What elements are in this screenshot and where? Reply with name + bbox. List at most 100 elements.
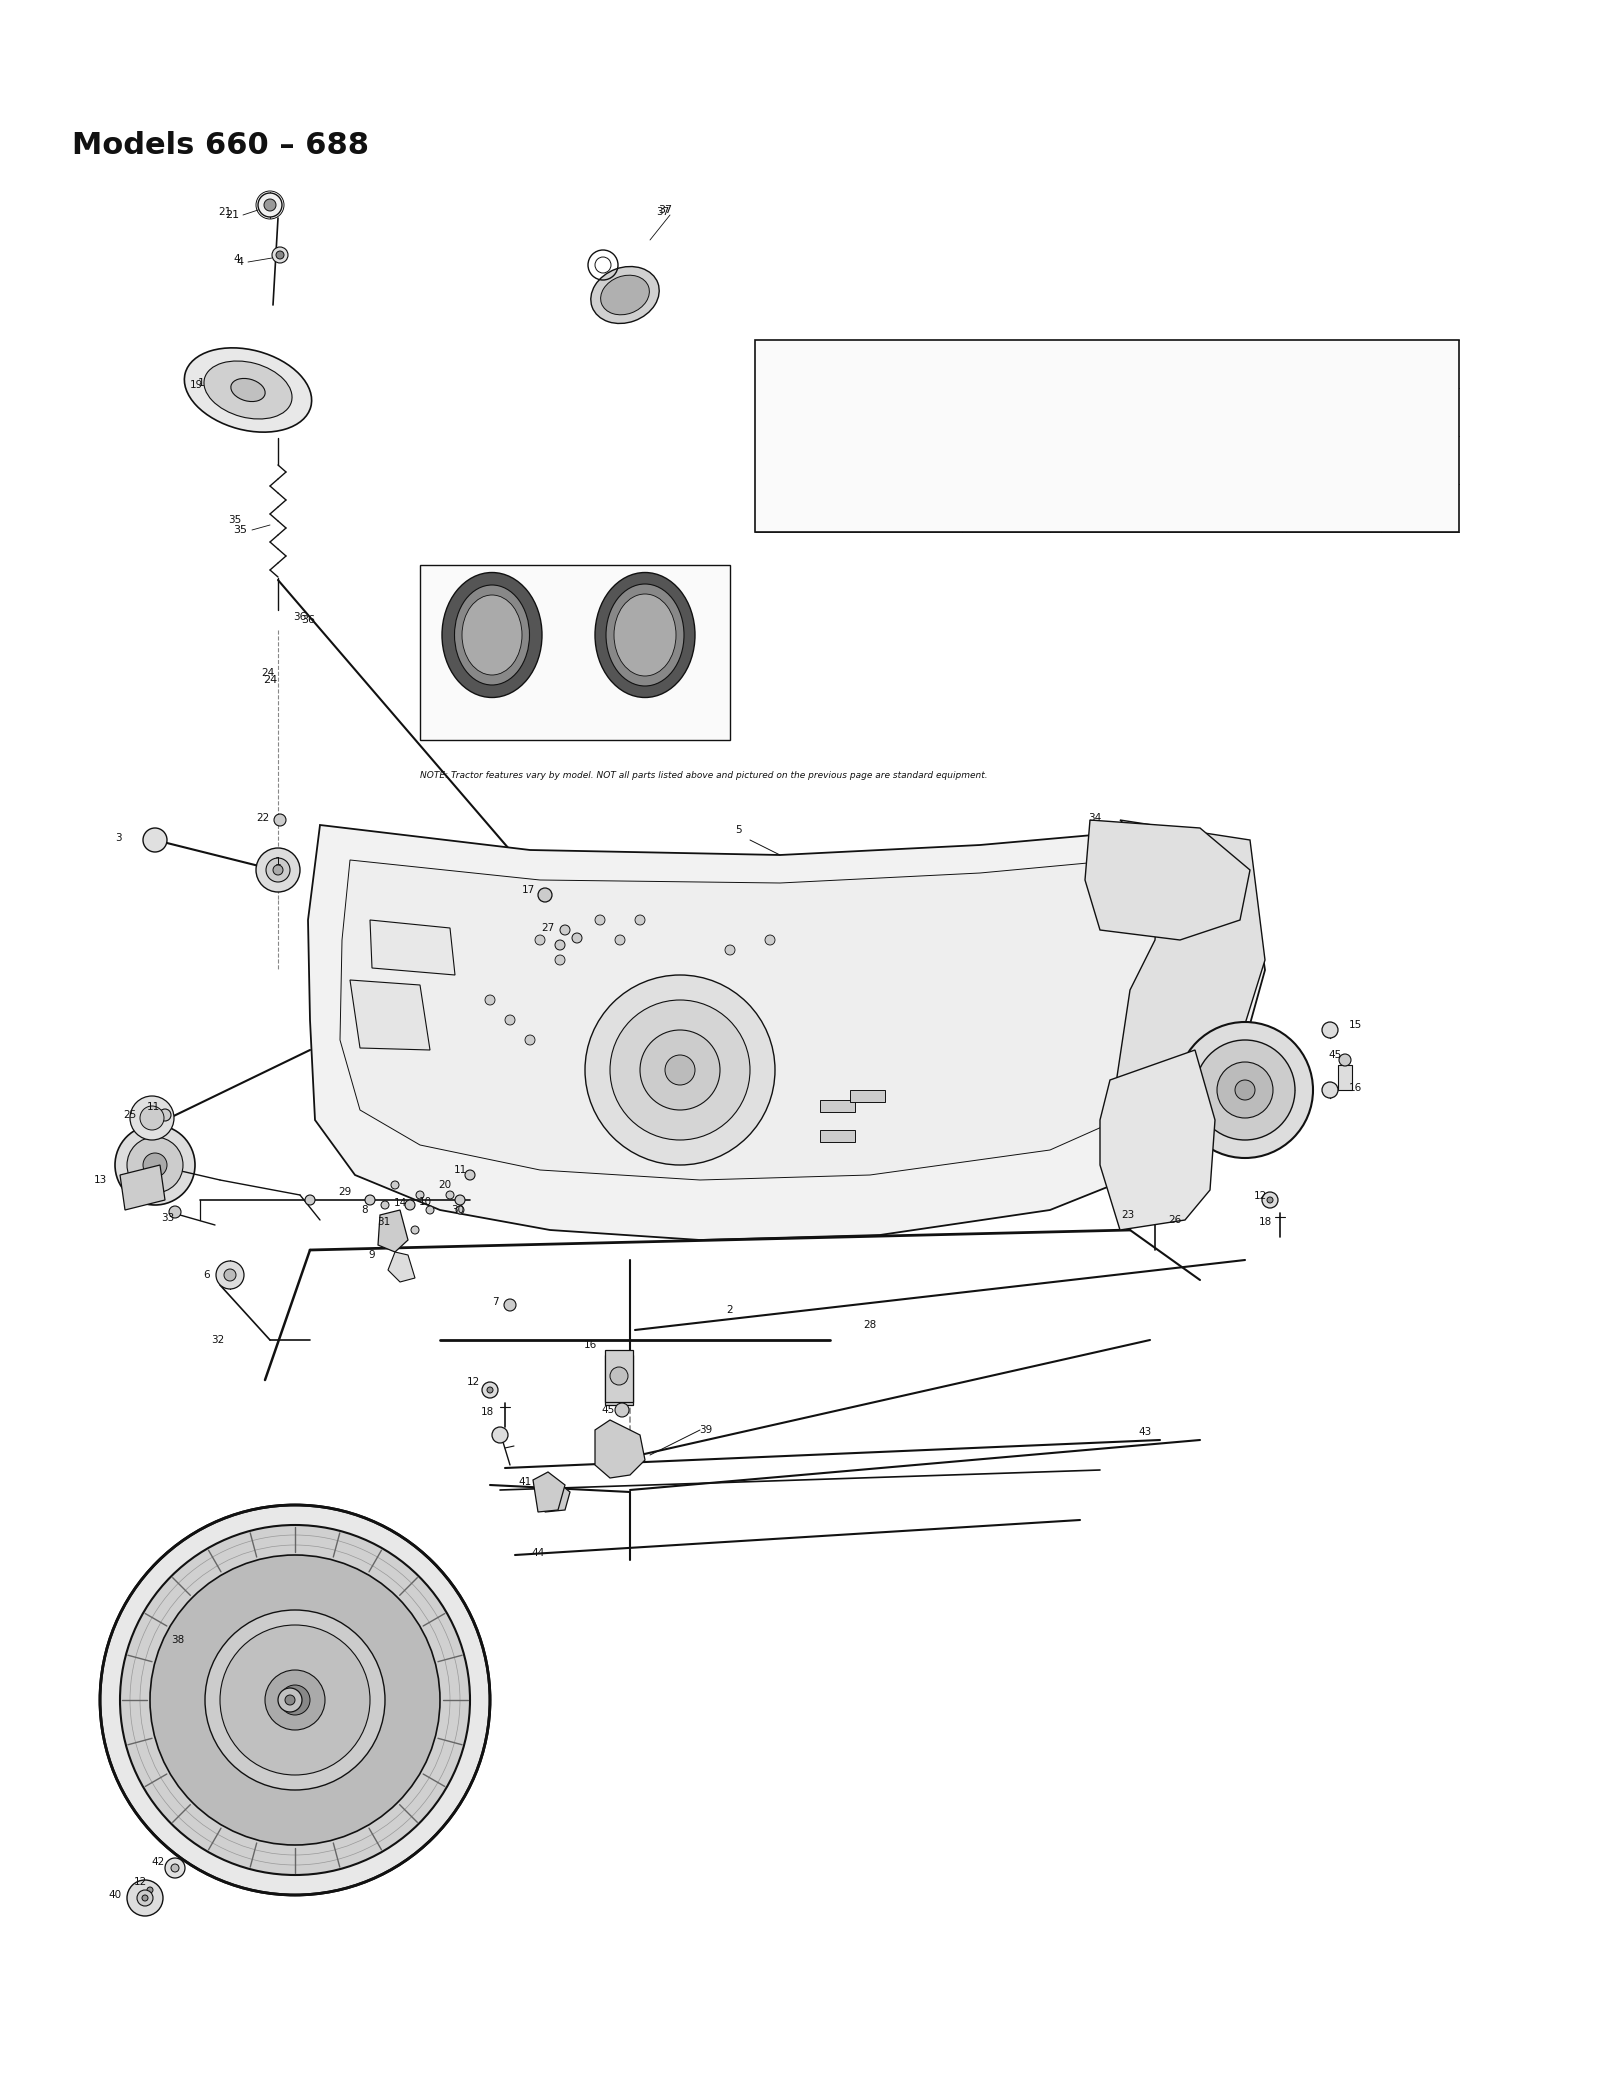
Text: Inner Bearing: Inner Bearing [1077, 359, 1141, 369]
Bar [419, 564, 730, 741]
Polygon shape [339, 859, 1210, 1181]
Text: 28: 28 [864, 1320, 877, 1330]
Polygon shape [350, 979, 430, 1050]
Circle shape [1218, 1062, 1274, 1118]
Text: Tire Only: Tire Only [1312, 359, 1355, 369]
Circle shape [635, 915, 645, 925]
Circle shape [426, 1206, 434, 1214]
Text: 7: 7 [491, 1297, 498, 1307]
Text: 42: 42 [152, 1857, 165, 1868]
Text: 11: 11 [453, 1164, 467, 1174]
Text: 3: 3 [115, 832, 122, 842]
Circle shape [666, 1054, 694, 1085]
Circle shape [99, 1504, 490, 1894]
Circle shape [486, 1386, 493, 1392]
Polygon shape [1115, 820, 1266, 1131]
Circle shape [258, 193, 282, 218]
Text: 634-0115: 634-0115 [898, 504, 934, 513]
Circle shape [142, 1882, 158, 1899]
Circle shape [147, 1886, 154, 1892]
Text: 24: 24 [261, 668, 275, 679]
Text: 18: 18 [1258, 1218, 1272, 1226]
Circle shape [595, 915, 605, 925]
Bar [819, 1100, 854, 1112]
Text: 32: 32 [211, 1334, 224, 1345]
Text: 16: 16 [1349, 1083, 1362, 1094]
Text: 15: 15 [1349, 1021, 1362, 1029]
Circle shape [586, 975, 774, 1164]
Circle shape [390, 1181, 398, 1189]
Polygon shape [387, 1251, 414, 1282]
Text: 634-0051: 634-0051 [987, 504, 1026, 513]
Text: 35: 35 [229, 515, 242, 525]
Circle shape [610, 1000, 750, 1139]
Text: 25: 25 [123, 1110, 136, 1120]
Text: 741-0706
(Flange w/ Fitting): 741-0706 (Flange w/ Fitting) [1074, 450, 1146, 469]
Text: Square Shoulder: Square Shoulder [448, 716, 536, 724]
Circle shape [610, 1370, 629, 1390]
Text: 44: 44 [531, 1548, 544, 1558]
Circle shape [1322, 1023, 1338, 1038]
Circle shape [538, 888, 552, 903]
Circle shape [142, 1154, 166, 1177]
Text: 634-0172: 634-0172 [987, 407, 1026, 417]
Circle shape [170, 1206, 181, 1218]
Circle shape [365, 1195, 374, 1206]
Circle shape [725, 944, 734, 954]
Text: 18: 18 [480, 1407, 494, 1417]
Text: 37: 37 [656, 208, 670, 218]
Circle shape [120, 1525, 470, 1876]
Circle shape [1195, 1040, 1294, 1139]
Circle shape [446, 1191, 454, 1199]
Ellipse shape [454, 585, 530, 685]
Text: 11: 11 [146, 1102, 160, 1112]
Text: 10: 10 [419, 1197, 432, 1208]
Ellipse shape [203, 361, 293, 419]
Text: 45: 45 [1328, 1050, 1342, 1060]
Circle shape [142, 828, 166, 853]
Circle shape [266, 1670, 325, 1731]
Text: 31: 31 [378, 1218, 390, 1226]
Text: Round Shoulder: Round Shoulder [776, 407, 848, 417]
Circle shape [1339, 1054, 1350, 1067]
Ellipse shape [462, 596, 522, 674]
Text: 36: 36 [293, 612, 307, 622]
Circle shape [381, 1201, 389, 1210]
Text: 734-0255: 734-0255 [1402, 504, 1438, 513]
Circle shape [264, 199, 277, 212]
Bar [819, 1131, 854, 1141]
Text: 734-0258: 734-0258 [1402, 456, 1438, 465]
Ellipse shape [614, 593, 675, 676]
Polygon shape [541, 1479, 570, 1513]
Circle shape [266, 857, 290, 882]
Text: 634-0105A: 634-0105A [894, 456, 938, 465]
Circle shape [614, 1403, 629, 1417]
Polygon shape [533, 1471, 565, 1513]
Circle shape [466, 1170, 475, 1181]
Text: Outer Bearing: Outer Bearing [1194, 359, 1261, 369]
Text: 41: 41 [518, 1477, 531, 1488]
Bar [1338, 1064, 1352, 1089]
Text: 37: 37 [658, 205, 672, 216]
Text: 20: 20 [438, 1181, 451, 1189]
Circle shape [411, 1226, 419, 1235]
Text: 40: 40 [109, 1890, 122, 1901]
Ellipse shape [600, 276, 650, 315]
Text: Wheel Ass’y
Complete: Wheel Ass’y Complete [888, 355, 944, 374]
Text: 16: 16 [584, 1340, 597, 1351]
Text: 734-0255: 734-0255 [1402, 407, 1438, 417]
Text: 21: 21 [226, 210, 238, 220]
Polygon shape [1101, 1050, 1214, 1230]
Circle shape [138, 1890, 154, 1907]
Circle shape [216, 1262, 243, 1289]
Polygon shape [370, 919, 454, 975]
Circle shape [610, 1367, 627, 1384]
Circle shape [274, 865, 283, 876]
Text: Square Shoulder: Square Shoulder [448, 716, 536, 724]
Circle shape [504, 1299, 515, 1311]
Text: 22: 22 [256, 813, 270, 824]
Text: 36: 36 [301, 614, 315, 625]
Text: 9: 9 [368, 1249, 376, 1260]
Text: 12: 12 [1253, 1191, 1267, 1201]
Bar [605, 1351, 634, 1403]
